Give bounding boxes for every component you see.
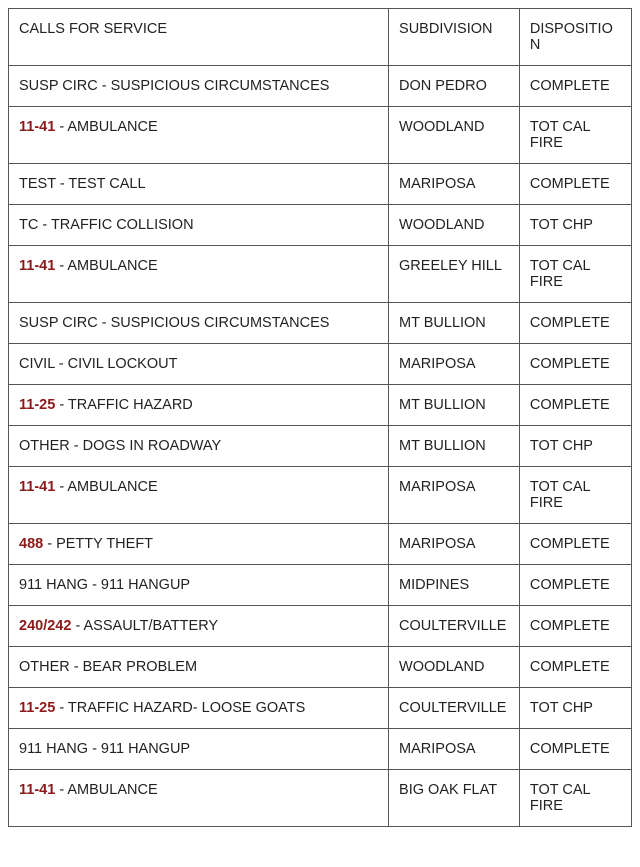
cell-disposition: TOT CHP <box>519 205 631 246</box>
cell-disposition: COMPLETE <box>519 524 631 565</box>
cell-calls-for-service: 11-25 - TRAFFIC HAZARD- LOOSE GOATS <box>9 688 389 729</box>
cell-subdivision: MIDPINES <box>389 565 520 606</box>
call-code: 11-41 <box>19 782 55 798</box>
table-row: 11-25 - TRAFFIC HAZARDMT BULLIONCOMPLETE <box>9 385 632 426</box>
cell-calls-for-service: 11-41 - AMBULANCE <box>9 467 389 524</box>
col-header-disposition: DISPOSITION <box>519 9 631 66</box>
cell-disposition: TOT CHP <box>519 688 631 729</box>
call-desc: SUSP CIRC - SUSPICIOUS CIRCUMSTANCES <box>19 78 329 94</box>
cell-calls-for-service: SUSP CIRC - SUSPICIOUS CIRCUMSTANCES <box>9 66 389 107</box>
cell-calls-for-service: 11-41 - AMBULANCE <box>9 770 389 827</box>
cell-calls-for-service: TEST - TEST CALL <box>9 164 389 205</box>
cell-disposition: COMPLETE <box>519 647 631 688</box>
table-row: SUSP CIRC - SUSPICIOUS CIRCUMSTANCES MT B… <box>9 303 632 344</box>
table-row: TC - TRAFFIC COLLISION WOODLANDTOT CHP <box>9 205 632 246</box>
cell-subdivision: MARIPOSA <box>389 164 520 205</box>
table-row: 11-41 - AMBULANCEGREELEY HILLTOT CAL FIR… <box>9 246 632 303</box>
call-desc: TEST - TEST CALL <box>19 176 146 192</box>
table-row: 11-41 - AMBULANCEWOODLANDTOT CAL FIRE <box>9 107 632 164</box>
col-header-calls: CALLS FOR SERVICE <box>9 9 389 66</box>
call-desc: 911 HANG - 911 HANGUP <box>19 577 190 593</box>
call-desc: - ASSAULT/BATTERY <box>71 618 218 634</box>
cell-subdivision: MARIPOSA <box>389 467 520 524</box>
call-code: 240/242 <box>19 618 71 634</box>
call-code: 11-25 <box>19 397 55 413</box>
cell-disposition: COMPLETE <box>519 344 631 385</box>
table-header-row: CALLS FOR SERVICE SUBDIVISION DISPOSITIO… <box>9 9 632 66</box>
cell-subdivision: MT BULLION <box>389 303 520 344</box>
call-desc: OTHER - BEAR PROBLEM <box>19 659 197 675</box>
table-row: 240/242 - ASSAULT/BATTERYCOULTERVILLECOM… <box>9 606 632 647</box>
table-row: TEST - TEST CALL MARIPOSACOMPLETE <box>9 164 632 205</box>
call-desc: - AMBULANCE <box>55 782 157 798</box>
cell-disposition: TOT CAL FIRE <box>519 246 631 303</box>
cell-subdivision: MT BULLION <box>389 385 520 426</box>
table-row: OTHER - BEAR PROBLEM WOODLANDCOMPLETE <box>9 647 632 688</box>
table-row: 911 HANG - 911 HANGUP MARIPOSACOMPLETE <box>9 729 632 770</box>
call-desc: CIVIL - CIVIL LOCKOUT <box>19 356 177 372</box>
cell-disposition: COMPLETE <box>519 385 631 426</box>
table-row: 11-41 - AMBULANCEMARIPOSATOT CAL FIRE <box>9 467 632 524</box>
cell-subdivision: COULTERVILLE <box>389 688 520 729</box>
cell-calls-for-service: 11-25 - TRAFFIC HAZARD <box>9 385 389 426</box>
cell-calls-for-service: CIVIL - CIVIL LOCKOUT <box>9 344 389 385</box>
cell-calls-for-service: OTHER - BEAR PROBLEM <box>9 647 389 688</box>
call-desc: - AMBULANCE <box>55 479 157 495</box>
cell-disposition: COMPLETE <box>519 303 631 344</box>
cell-disposition: COMPLETE <box>519 565 631 606</box>
table-row: 911 HANG - 911 HANGUP MIDPINESCOMPLETE <box>9 565 632 606</box>
cell-subdivision: MT BULLION <box>389 426 520 467</box>
service-calls-table: CALLS FOR SERVICE SUBDIVISION DISPOSITIO… <box>8 8 632 827</box>
call-desc: 911 HANG - 911 HANGUP <box>19 741 190 757</box>
call-desc: - TRAFFIC HAZARD <box>55 397 192 413</box>
cell-disposition: COMPLETE <box>519 164 631 205</box>
call-desc: TC - TRAFFIC COLLISION <box>19 217 194 233</box>
cell-subdivision: WOODLAND <box>389 647 520 688</box>
cell-calls-for-service: 240/242 - ASSAULT/BATTERY <box>9 606 389 647</box>
cell-disposition: COMPLETE <box>519 729 631 770</box>
call-code: 11-41 <box>19 119 55 135</box>
cell-subdivision: MARIPOSA <box>389 524 520 565</box>
cell-calls-for-service: 911 HANG - 911 HANGUP <box>9 729 389 770</box>
cell-disposition: TOT CHP <box>519 426 631 467</box>
call-code: 11-41 <box>19 258 55 274</box>
call-desc: - AMBULANCE <box>55 119 157 135</box>
cell-calls-for-service: 11-41 - AMBULANCE <box>9 107 389 164</box>
table-row: 11-41 - AMBULANCEBIG OAK FLATTOT CAL FIR… <box>9 770 632 827</box>
cell-calls-for-service: 11-41 - AMBULANCE <box>9 246 389 303</box>
call-code: 488 <box>19 536 43 552</box>
cell-subdivision: WOODLAND <box>389 107 520 164</box>
call-desc: - PETTY THEFT <box>43 536 153 552</box>
cell-calls-for-service: TC - TRAFFIC COLLISION <box>9 205 389 246</box>
call-desc: SUSP CIRC - SUSPICIOUS CIRCUMSTANCES <box>19 315 329 331</box>
cell-subdivision: MARIPOSA <box>389 344 520 385</box>
table-row: 488 - PETTY THEFTMARIPOSACOMPLETE <box>9 524 632 565</box>
table-row: SUSP CIRC - SUSPICIOUS CIRCUMSTANCES DON … <box>9 66 632 107</box>
call-desc: OTHER - DOGS IN ROADWAY <box>19 438 221 454</box>
cell-calls-for-service: 488 - PETTY THEFT <box>9 524 389 565</box>
cell-disposition: TOT CAL FIRE <box>519 770 631 827</box>
col-header-subdivision: SUBDIVISION <box>389 9 520 66</box>
call-code: 11-41 <box>19 479 55 495</box>
cell-disposition: COMPLETE <box>519 66 631 107</box>
table-row: CIVIL - CIVIL LOCKOUT MARIPOSACOMPLETE <box>9 344 632 385</box>
cell-subdivision: BIG OAK FLAT <box>389 770 520 827</box>
cell-subdivision: DON PEDRO <box>389 66 520 107</box>
call-code: 11-25 <box>19 700 55 716</box>
cell-subdivision: GREELEY HILL <box>389 246 520 303</box>
cell-disposition: COMPLETE <box>519 606 631 647</box>
cell-subdivision: WOODLAND <box>389 205 520 246</box>
cell-calls-for-service: OTHER - DOGS IN ROADWAY <box>9 426 389 467</box>
call-desc: - AMBULANCE <box>55 258 157 274</box>
cell-subdivision: COULTERVILLE <box>389 606 520 647</box>
table-row: 11-25 - TRAFFIC HAZARD- LOOSE GOATSCOULT… <box>9 688 632 729</box>
cell-disposition: TOT CAL FIRE <box>519 467 631 524</box>
cell-calls-for-service: SUSP CIRC - SUSPICIOUS CIRCUMSTANCES <box>9 303 389 344</box>
call-desc: - TRAFFIC HAZARD- LOOSE GOATS <box>55 700 305 716</box>
cell-subdivision: MARIPOSA <box>389 729 520 770</box>
table-row: OTHER - DOGS IN ROADWAY MT BULLIONTOT CHP <box>9 426 632 467</box>
cell-calls-for-service: 911 HANG - 911 HANGUP <box>9 565 389 606</box>
cell-disposition: TOT CAL FIRE <box>519 107 631 164</box>
